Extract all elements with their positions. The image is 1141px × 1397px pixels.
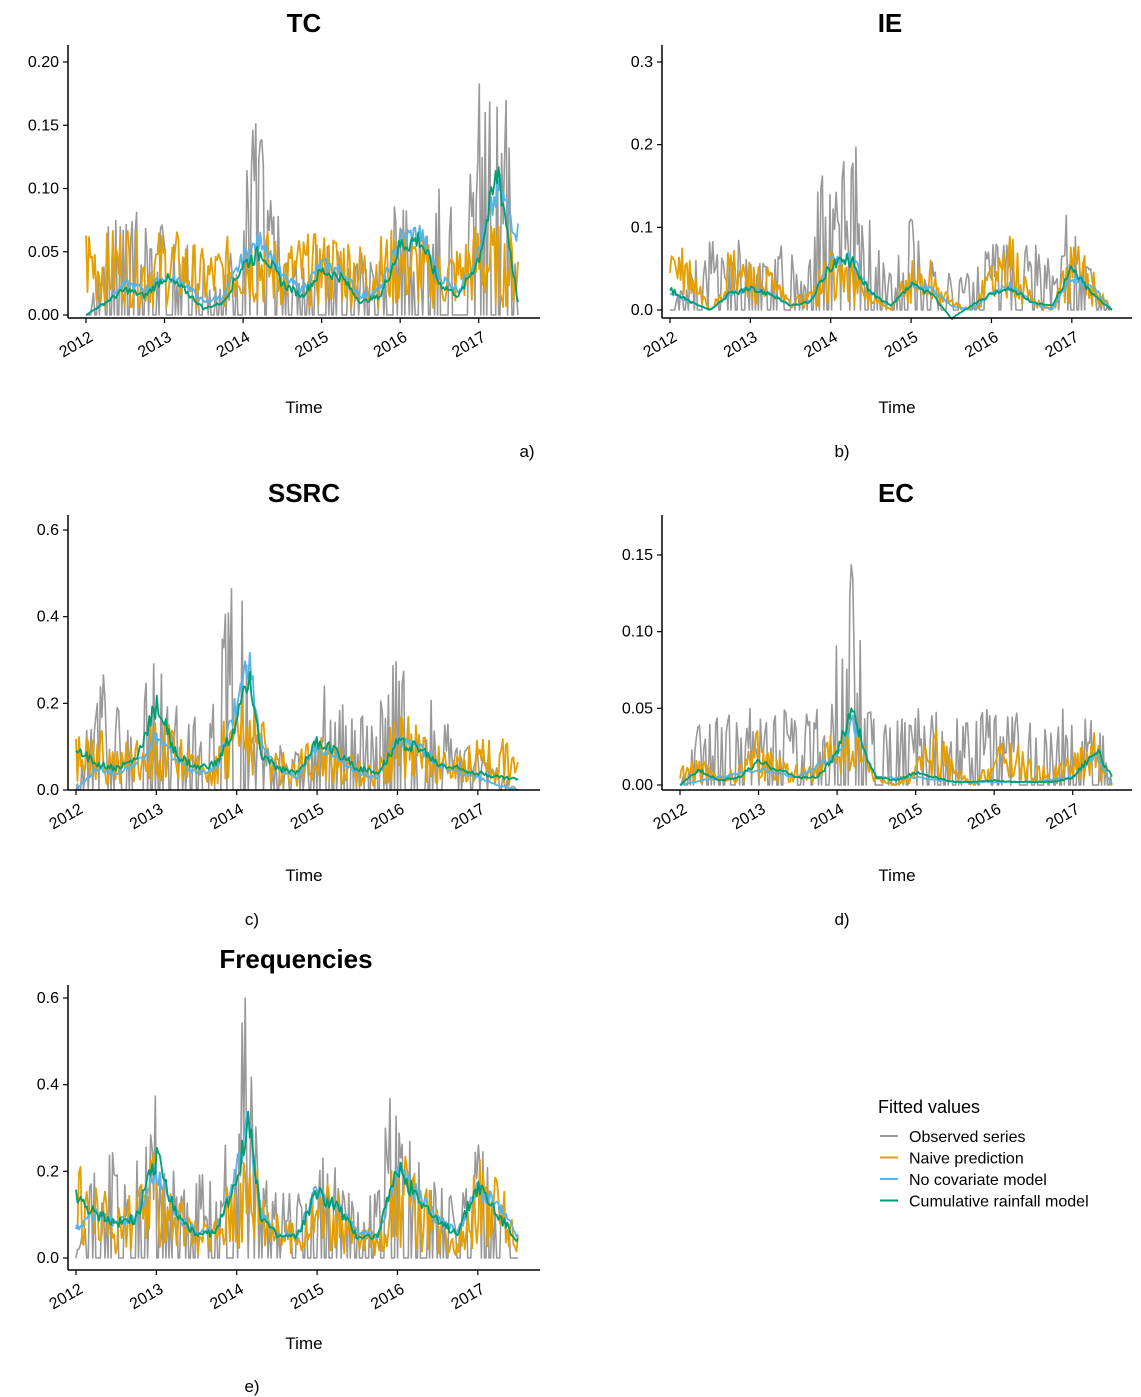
x-axis-label: Time <box>878 866 915 885</box>
x-tick-label: 2014 <box>207 801 246 834</box>
x-tick-label: 2016 <box>965 801 1004 834</box>
x-tick-label: 2013 <box>721 329 760 362</box>
x-tick-label: 2015 <box>288 1281 327 1314</box>
y-tick-label: 0.6 <box>37 990 59 1007</box>
legend-entry-label: Observed series <box>909 1129 1026 1146</box>
legend-entry-label: Naive prediction <box>909 1151 1024 1168</box>
series-line-observed-series <box>680 563 1113 786</box>
x-tick-label: 2012 <box>651 801 690 834</box>
x-tick-label: 2016 <box>371 329 410 362</box>
y-tick-label: 0.0 <box>37 782 59 799</box>
series-line-no-covariate-model <box>85 173 519 316</box>
y-tick-label: 0.2 <box>631 137 653 154</box>
series-line-cumulative-rainfall-model <box>75 1110 519 1243</box>
x-tick-label: 2013 <box>135 329 174 362</box>
y-tick-label: 0.00 <box>28 307 59 324</box>
y-tick-label: 0.1 <box>631 219 653 236</box>
y-tick-label: 0.4 <box>37 609 59 626</box>
panel-label: d) <box>834 910 849 929</box>
series-line-naive-prediction <box>679 725 1113 786</box>
panel-title: SSRC <box>268 478 340 508</box>
y-tick-label: 0.05 <box>622 700 653 717</box>
y-tick-label: 0.10 <box>622 624 653 641</box>
series-line-cumulative-rainfall-model <box>669 253 1113 320</box>
series-line-observed-series <box>670 146 1113 311</box>
x-tick-label: 2017 <box>449 329 488 362</box>
legend: Fitted values Observed series Naive predic… <box>878 1097 1089 1211</box>
y-tick-label: 0.2 <box>37 695 59 712</box>
y-tick-label: 0.3 <box>631 54 653 71</box>
x-tick-label: 2013 <box>127 801 166 834</box>
panel-d: EC 0.00 0.05 0.10 0.15 2012 2013 2014 2015 2016 20… <box>622 478 1132 929</box>
y-tick-label: 0.0 <box>37 1250 59 1267</box>
x-tick-label: 2017 <box>448 801 487 834</box>
legend-title: Fitted values <box>878 1097 980 1117</box>
x-tick-label: 2016 <box>368 1281 407 1314</box>
x-tick-label: 2012 <box>57 329 96 362</box>
series-line-cumulative-rainfall-model <box>85 166 519 316</box>
panel-a: TC 0.00 0.05 0.10 0.15 0.20 2012 2013 2014 2015 20… <box>28 8 540 461</box>
panel-title: TC <box>287 8 322 38</box>
x-tick-label: 2014 <box>207 1281 246 1314</box>
x-axis-label: Time <box>285 866 322 885</box>
panel-title: EC <box>878 478 914 508</box>
y-tick-label: 0.2 <box>37 1163 59 1180</box>
series-line-naive-prediction <box>85 225 519 311</box>
x-tick-label: 2012 <box>47 801 86 834</box>
series-line-cumulative-rainfall-model <box>75 671 519 781</box>
panel-title: Frequencies <box>219 944 372 974</box>
y-tick-label: 0.10 <box>28 181 59 198</box>
panel-label: e) <box>244 1377 259 1396</box>
y-tick-label: 0.6 <box>37 522 59 539</box>
x-tick-label: 2017 <box>1042 329 1081 362</box>
x-tick-label: 2012 <box>641 329 680 362</box>
y-tick-label: 0.4 <box>37 1077 59 1094</box>
x-tick-label: 2017 <box>1043 801 1082 834</box>
y-tick-label: 0.15 <box>622 547 653 564</box>
y-tick-label: 0.20 <box>28 54 59 71</box>
x-tick-label: 2015 <box>292 329 331 362</box>
x-tick-label: 2017 <box>448 1281 487 1314</box>
x-tick-label: 2013 <box>729 801 768 834</box>
panel-label: b) <box>834 442 849 461</box>
x-tick-label: 2015 <box>882 329 921 362</box>
x-axis-label: Time <box>878 398 915 417</box>
legend-entry-label: No covariate model <box>909 1172 1047 1189</box>
x-tick-label: 2016 <box>368 801 407 834</box>
series-line-naive-prediction <box>75 702 519 788</box>
x-tick-label: 2015 <box>288 801 327 834</box>
x-tick-label: 2014 <box>801 329 840 362</box>
x-axis-label: Time <box>285 1334 322 1353</box>
y-tick-label: 0.00 <box>622 777 653 794</box>
panel-label: a) <box>519 442 534 461</box>
x-tick-label: 2016 <box>962 329 1001 362</box>
x-tick-label: 2012 <box>47 1281 86 1314</box>
x-tick-label: 2015 <box>886 801 925 834</box>
y-tick-label: 0.0 <box>631 302 653 319</box>
series-line-no-covariate-model <box>75 651 519 791</box>
legend-entry-label: Cumulative rainfall model <box>909 1194 1089 1211</box>
panel-title: IE <box>878 8 903 38</box>
series-line-cumulative-rainfall-model <box>679 707 1113 786</box>
panel-b: IE 0.0 0.1 0.2 0.3 2012 2013 2014 2015 2016 2017 Ti… <box>631 8 1132 461</box>
panel-e: Frequencies 0.0 0.2 0.4 0.6 2012 2013 2014 2015 2… <box>37 944 540 1396</box>
panel-label: c) <box>245 910 259 929</box>
x-tick-label: 2014 <box>214 329 253 362</box>
y-tick-label: 0.05 <box>28 244 59 261</box>
x-tick-label: 2013 <box>127 1281 166 1314</box>
y-tick-label: 0.15 <box>28 117 59 134</box>
series-line-naive-prediction <box>669 235 1113 311</box>
x-axis-label: Time <box>285 398 322 417</box>
x-tick-label: 2014 <box>808 801 847 834</box>
panel-c: SSRC 0.0 0.2 0.4 0.6 2012 2013 2014 2015 2016 2017… <box>37 478 540 929</box>
